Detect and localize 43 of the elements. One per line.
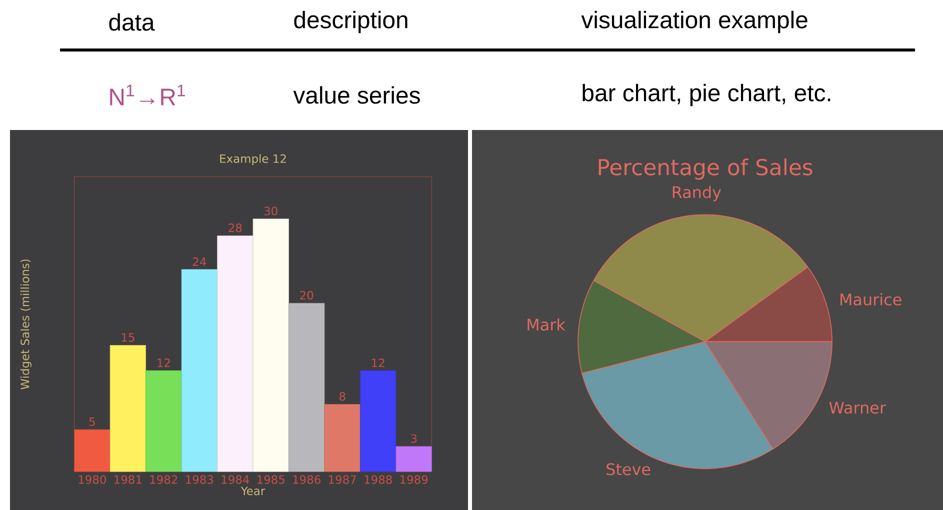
bar [396,446,432,472]
text: N$^{1}$→R$^{1}$ [110,84,185,106]
data-label: 20 [300,290,314,300]
x-tick-label: 1986 [293,475,320,484]
bar [110,345,146,472]
bar [288,302,325,472]
x-axis-title: Year [240,486,266,496]
x-tick-label: 1982 [150,475,178,484]
data-label: 12 [158,358,170,368]
data-label: 5 [89,418,95,426]
slice-label: Warner [829,402,886,414]
text: visualization example [581,10,808,34]
slice-label: Randy [672,186,722,202]
bar [181,269,218,472]
x-tick-label: 1987 [329,475,356,484]
slice-label: Mark [528,318,566,331]
text: description [294,10,408,34]
data-label: 15 [122,333,134,342]
bar [360,370,396,472]
data-label: 24 [192,257,206,266]
data-label: 30 [264,206,278,216]
data-label: 8 [339,392,346,401]
data-label: 3 [411,434,417,443]
x-tick-label: 1989 [400,475,428,484]
y-axis-title: Widget Sales (millions) [20,260,32,390]
chart-title: Percentage of Sales [598,158,812,180]
x-tick-label: 1984 [222,475,250,484]
slice-label: Steve [606,463,650,476]
data-label: 12 [372,358,384,368]
x-tick-label: 1981 [114,475,142,484]
x-tick-label: 1988 [364,475,392,484]
slice-label: Maurice [840,293,902,306]
x-tick-label: 1980 [78,475,106,484]
chart-title: Example 12 [220,154,286,166]
data-label: 28 [228,224,242,232]
bar [324,404,360,472]
x-tick-label: 1983 [186,475,214,484]
bar [146,370,182,472]
x-tick-label: 1985 [258,475,284,484]
text: data [109,13,155,31]
text: value series [293,86,420,104]
text: bar chart, pie chart, etc. [582,84,830,106]
bar [74,429,110,472]
